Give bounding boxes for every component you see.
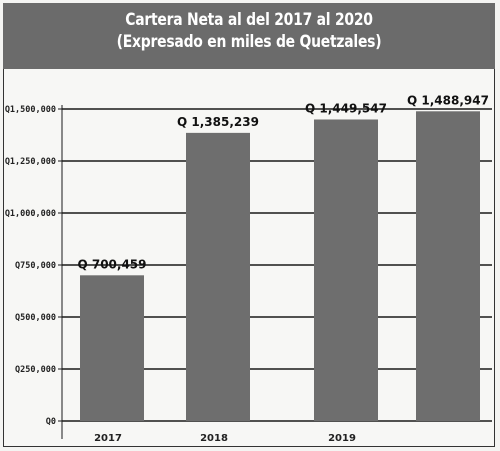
bar [186,132,250,421]
bar-layer [80,111,480,422]
data-label: Q 1,488,947 [407,93,489,107]
y-tick-label: Q1,250,000 [5,157,56,167]
data-label: Q 700,459 [77,257,146,271]
chart-subtitle: (Expresado en miles de Quetzales) [116,32,382,52]
chart-header: Cartera Neta al del 2017 al 2020 (Expres… [3,3,495,69]
bar [416,111,480,422]
chart-title: Cartera Neta al del 2017 al 2020 [125,10,373,30]
y-tick-label: Q1,000,000 [5,209,56,219]
y-tick-label: Q1,500,000 [5,105,56,115]
label-layer: Q0 Q250,000 Q500,000 Q750,000 Q1,000,000 Q1,2… [5,93,489,444]
y-tick-label: Q750,000 [15,261,56,271]
bar [314,119,378,421]
x-tick-label: 2018 [200,433,228,444]
y-tick-label: Q250,000 [15,365,56,375]
x-tick-label: 2019 [328,433,356,444]
data-label: Q 1,385,239 [177,115,259,129]
bar [80,275,144,421]
x-tick-label: 2017 [94,433,122,444]
data-label: Q 1,449,547 [305,101,387,115]
y-tick-label: Q500,000 [15,313,56,323]
y-tick-label: Q0 [46,417,56,427]
